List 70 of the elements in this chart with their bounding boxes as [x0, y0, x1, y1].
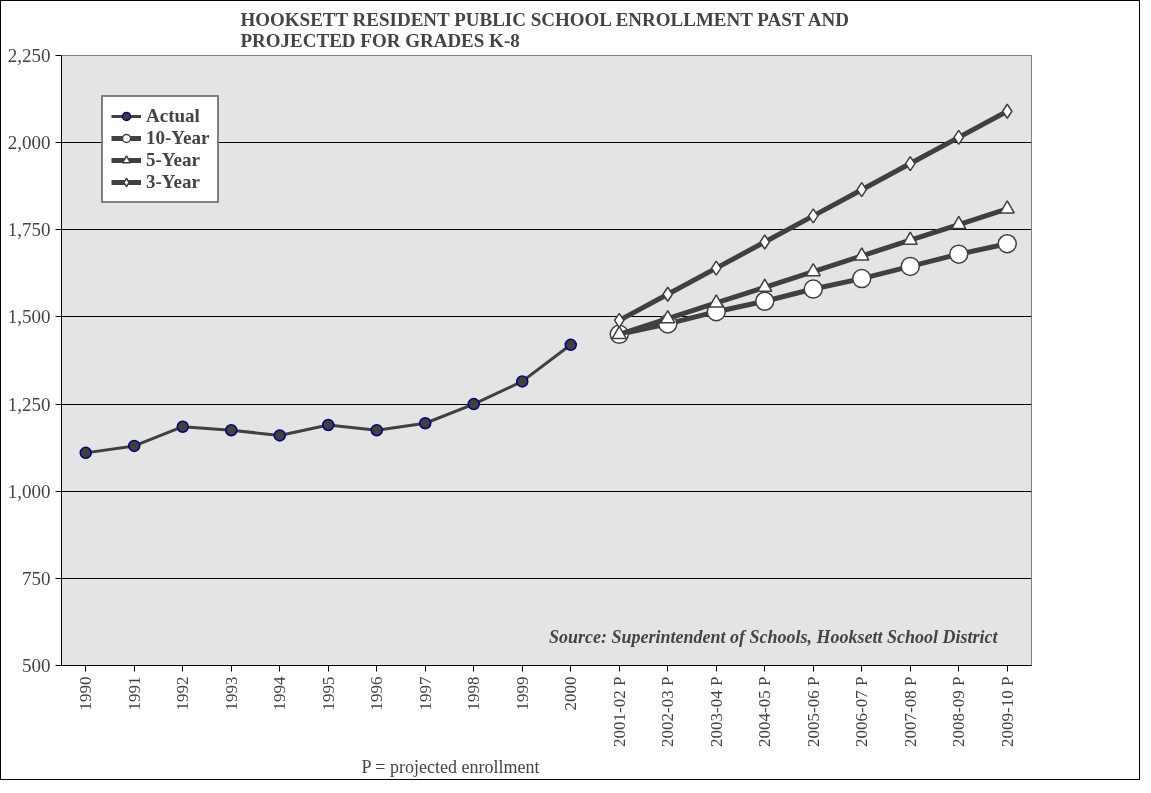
x-tick-label: 1992 — [173, 676, 193, 711]
x-tick-label: 2002-03 P — [658, 676, 678, 747]
y-tick-label: 2,250 — [7, 45, 51, 66]
point — [322, 418, 335, 432]
x-tick-label: 1991 — [124, 676, 144, 711]
point — [613, 312, 625, 329]
y-tick-label: 2,000 — [7, 132, 51, 154]
annotation: Source: Superintendent of Schools, Hooksett School District — [549, 627, 999, 648]
point — [852, 268, 872, 289]
point — [79, 446, 92, 460]
point — [951, 215, 967, 230]
point — [902, 231, 918, 246]
y-tick-label: 1,500 — [7, 306, 51, 328]
point — [662, 286, 674, 303]
legend-label: 5-Year — [146, 149, 200, 171]
y-tick-label: 750 — [22, 567, 51, 589]
x-tick-label: 2009-10 P — [997, 676, 1017, 747]
x-tick-label: 1994 — [270, 676, 290, 711]
point — [611, 325, 627, 340]
x-tick-label: 2003-04 P — [706, 676, 726, 747]
point — [176, 420, 189, 433]
y-tick-label: 1,250 — [7, 393, 51, 415]
point — [900, 256, 920, 277]
point — [419, 417, 432, 430]
y-tick-label: 1,000 — [7, 480, 51, 502]
x-tick-label: 2008-09 P — [949, 676, 969, 747]
x-tick-label: 1997 — [415, 676, 435, 711]
point — [807, 208, 819, 224]
point — [516, 375, 529, 388]
point — [856, 181, 868, 198]
point — [370, 423, 383, 437]
x-tick-label: 2007-08 P — [900, 676, 920, 747]
point — [805, 262, 821, 277]
x-tick-label: 1993 — [221, 676, 241, 711]
point — [997, 234, 1017, 254]
x-tick-label: 1999 — [512, 676, 532, 711]
point — [755, 291, 775, 311]
y-tick-label: 1,750 — [7, 219, 51, 241]
legend-label: 10-Year — [146, 127, 210, 149]
x-tick-label: 2005-06 P — [803, 676, 823, 747]
x-tick-label: 2006-07 P — [852, 676, 872, 747]
x-tick-label: 1996 — [367, 676, 387, 711]
point — [273, 429, 286, 442]
x-tick-label: 2004-05 P — [755, 676, 775, 747]
point — [467, 397, 480, 411]
chart-title: HOOKSETT RESIDENT PUBLIC SCHOOL ENROLLMENT PAST AND PROJECTED FOR GRADES K-8 — [240, 8, 850, 51]
y-tick-label: 500 — [22, 655, 51, 676]
point — [854, 247, 870, 261]
point — [759, 234, 771, 250]
point — [949, 244, 969, 264]
point — [708, 294, 724, 308]
point — [564, 338, 577, 352]
x-tick-label: 1990 — [76, 676, 96, 711]
point — [953, 129, 965, 146]
x-tick-label: 2000 — [561, 676, 581, 711]
x-tick-label: 1998 — [464, 676, 484, 711]
point — [803, 279, 823, 299]
point — [757, 278, 773, 293]
legend-label: Actual — [146, 105, 200, 127]
text: P = projected enrollment — [361, 756, 540, 777]
point — [710, 260, 722, 276]
point — [904, 155, 916, 172]
point — [1001, 103, 1013, 120]
point — [225, 423, 238, 437]
legend-label: 3-Year — [146, 171, 200, 193]
point — [999, 200, 1015, 214]
x-tick-label: 2001-02 P — [609, 676, 629, 747]
x-tick-label: 1995 — [318, 676, 338, 711]
point — [660, 309, 676, 324]
point — [128, 439, 141, 453]
